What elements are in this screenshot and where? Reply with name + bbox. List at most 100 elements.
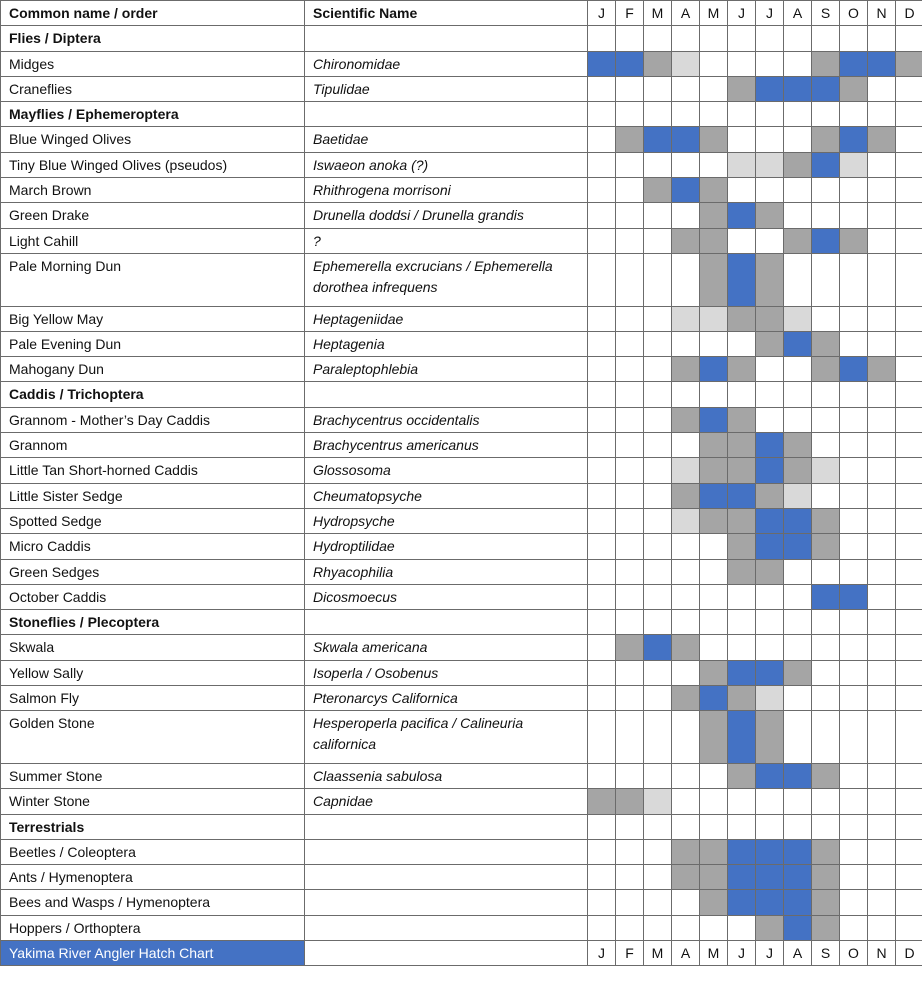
- month-cell: [783, 533, 812, 560]
- month-header: N: [867, 0, 896, 27]
- month-cell: [867, 227, 896, 254]
- month-cell: [727, 50, 756, 77]
- month-cell: [699, 788, 728, 815]
- month-cell: [839, 406, 868, 434]
- month-cell: [895, 482, 922, 509]
- common-name: Spotted Sedge: [0, 507, 305, 535]
- month-cell: [727, 864, 756, 891]
- month-cell: [783, 177, 812, 204]
- month-cell: [867, 330, 896, 358]
- month-cell: [699, 50, 728, 77]
- month-cell: [587, 356, 616, 383]
- month-footer: N: [867, 939, 896, 967]
- common-name: Yellow Sally: [0, 659, 305, 687]
- month-cell: [587, 151, 616, 179]
- month-cell: [671, 813, 700, 840]
- month-cell: [783, 356, 812, 383]
- month-cell: [895, 25, 922, 52]
- month-cell: [867, 609, 896, 636]
- month-cell: [755, 252, 784, 307]
- species-row: Craneflies Tipulidae: [0, 75, 922, 103]
- scientific-name: Dicosmoecus: [304, 583, 588, 611]
- scientific-name: Pteronarcys Californica: [304, 685, 588, 712]
- month-cell: [671, 202, 700, 229]
- common-name: Grannom: [0, 432, 305, 459]
- month-cell: [895, 889, 922, 916]
- month-cell: [811, 252, 840, 307]
- month-cell: [615, 25, 644, 52]
- month-cell: [755, 227, 784, 254]
- month-cell: [895, 533, 922, 560]
- month-cell: [587, 507, 616, 535]
- month-cell: [783, 432, 812, 459]
- month-cell: [811, 914, 840, 941]
- month-cell: [643, 126, 672, 153]
- month-footer: M: [699, 939, 728, 967]
- month-header: J: [727, 0, 756, 27]
- month-cell: [867, 507, 896, 535]
- species-row: Pale Evening Dun Heptagenia: [0, 330, 922, 358]
- month-cell: [643, 25, 672, 52]
- species-row: Skwala Skwala americana: [0, 634, 922, 661]
- month-cell: [755, 305, 784, 332]
- month-cell: [839, 177, 868, 204]
- common-name: Bees and Wasps / Hymenoptera: [0, 889, 305, 916]
- month-cell: [727, 202, 756, 229]
- month-cell: [867, 838, 896, 866]
- month-cell: [643, 202, 672, 229]
- month-cell: [699, 914, 728, 941]
- common-name: Tiny Blue Winged Olives (pseudos): [0, 151, 305, 179]
- month-cell: [615, 202, 644, 229]
- month-cell: [783, 305, 812, 332]
- month-cell: [587, 659, 616, 687]
- month-cell: [671, 914, 700, 941]
- month-cell: [811, 889, 840, 916]
- month-cell: [783, 634, 812, 661]
- month-cell: [699, 457, 728, 484]
- month-cell: [699, 381, 728, 408]
- month-cell: [587, 330, 616, 358]
- month-cell: [671, 101, 700, 128]
- species-row: Salmon Fly Pteronarcys Californica: [0, 685, 922, 712]
- scientific-name: Paraleptophlebia: [304, 356, 588, 383]
- species-row: Ants / Hymenoptera: [0, 864, 922, 891]
- month-cell: [615, 227, 644, 254]
- month-cell: [727, 305, 756, 332]
- month-cell: [615, 507, 644, 535]
- month-cell: [839, 202, 868, 229]
- month-cell: [811, 838, 840, 866]
- month-cell: [755, 838, 784, 866]
- month-cell: [699, 227, 728, 254]
- month-cell: [615, 788, 644, 815]
- month-cell: [811, 227, 840, 254]
- species-row: March Brown Rhithrogena morrisoni: [0, 177, 922, 204]
- month-cell: [615, 889, 644, 916]
- month-cell: [615, 406, 644, 434]
- month-cell: [727, 457, 756, 484]
- month-cell: [755, 177, 784, 204]
- month-cell: [811, 533, 840, 560]
- month-cell: [587, 533, 616, 560]
- species-row: Little Tan Short-horned Caddis Glossosoma: [0, 457, 922, 484]
- month-cell: [643, 457, 672, 484]
- month-cell: [839, 762, 868, 790]
- month-cell: [643, 558, 672, 585]
- month-cell: [727, 252, 756, 307]
- species-row: Midges Chironomidae: [0, 50, 922, 77]
- month-cell: [615, 101, 644, 128]
- month-cell: [587, 762, 616, 790]
- month-cell: [783, 406, 812, 434]
- month-cell: [671, 457, 700, 484]
- month-cell: [811, 305, 840, 332]
- month-cell: [643, 151, 672, 179]
- month-cell: [671, 788, 700, 815]
- month-cell: [727, 406, 756, 434]
- month-cell: [755, 710, 784, 764]
- month-cell: [615, 482, 644, 509]
- month-cell: [783, 381, 812, 408]
- month-cell: [867, 432, 896, 459]
- month-cell: [587, 864, 616, 891]
- month-cell: [615, 381, 644, 408]
- month-cell: [727, 762, 756, 790]
